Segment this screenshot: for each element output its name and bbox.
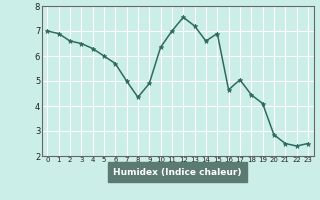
X-axis label: Humidex (Indice chaleur): Humidex (Indice chaleur) bbox=[113, 168, 242, 177]
